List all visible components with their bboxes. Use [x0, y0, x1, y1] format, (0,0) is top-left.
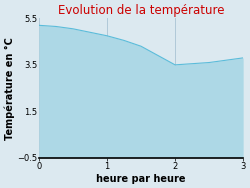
- Title: Evolution de la température: Evolution de la température: [58, 4, 224, 17]
- Y-axis label: Température en °C: Température en °C: [4, 37, 15, 139]
- X-axis label: heure par heure: heure par heure: [96, 174, 186, 184]
